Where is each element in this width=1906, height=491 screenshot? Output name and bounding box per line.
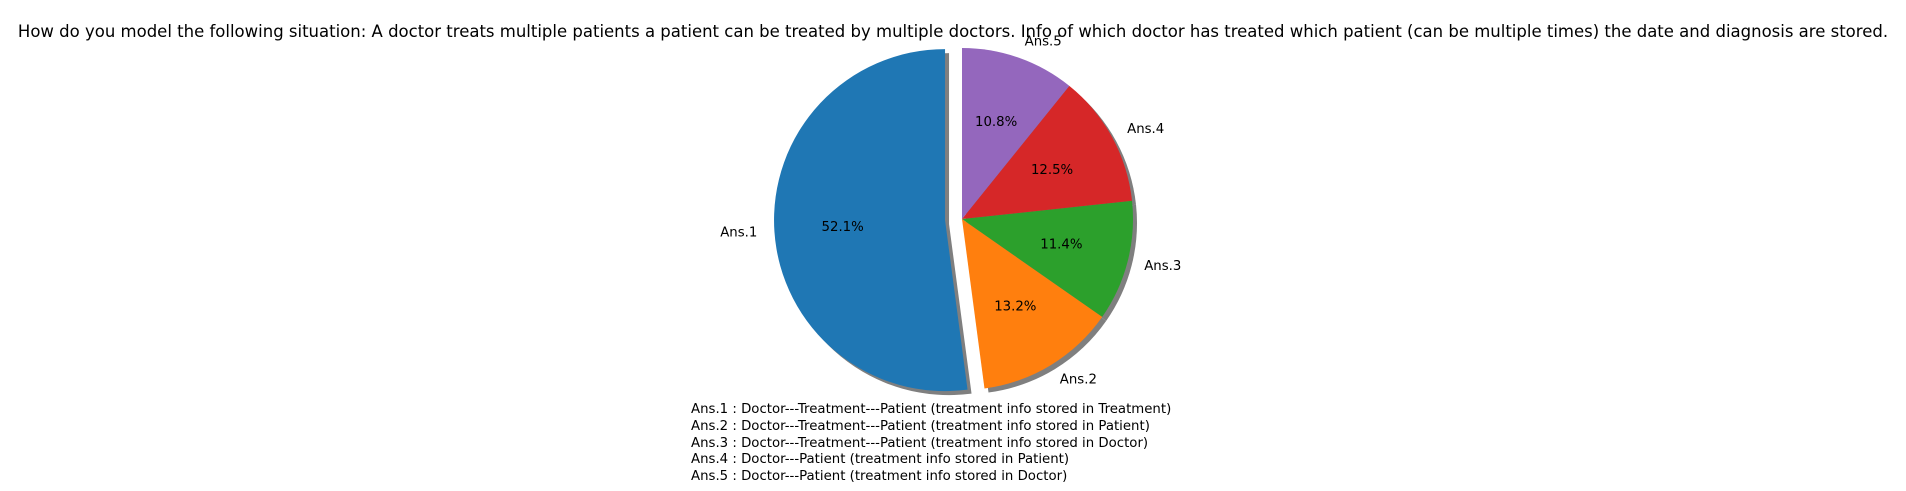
- pie-category-label-3: Ans.3: [1144, 259, 1181, 274]
- pie-percent-label-5: 10.8%: [975, 115, 1017, 130]
- pie-percent-label-2: 13.2%: [994, 300, 1036, 315]
- pie-slice-2: [962, 219, 1103, 389]
- answer-note-1: Ans.1 : Doctor---Treatment---Patient (tr…: [691, 402, 1172, 417]
- pie-category-label-5: Ans.5: [1025, 35, 1062, 50]
- pie-category-label-1: Ans.1: [720, 226, 757, 241]
- answer-note-4: Ans.4 : Doctor---Patient (treatment info…: [691, 452, 1070, 468]
- answer-note-3: Ans.3 : Doctor---Treatment---Patient (tr…: [691, 435, 1149, 451]
- answer-note-5: Ans.5 : Doctor---Patient (treatment info…: [691, 469, 1068, 485]
- pie-category-label-4: Ans.4: [1127, 122, 1164, 137]
- pie-slice-layer: [774, 48, 1133, 392]
- pie-label-layer: Ans.1 52.1% Ans.2 13.2% Ans.3 11.4% Ans.4 12.5%…: [720, 35, 1181, 388]
- pie-slice-5: [962, 48, 1070, 219]
- pie-percent-label-4: 12.5%: [1031, 163, 1073, 178]
- pie-slice-4: [962, 85, 1133, 219]
- pie-slice-1: [774, 49, 968, 392]
- pie-category-label-2: Ans.2: [1060, 373, 1097, 388]
- pie-percent-label-3: 11.4%: [1040, 238, 1082, 253]
- answer-notes: Ans.1 : Doctor---Treatment---Patient (tr…: [691, 402, 1171, 486]
- pie-percent-label-1: 52.1%: [822, 220, 864, 235]
- chart-title: How do you model the following situation…: [17, 22, 1889, 41]
- pie-slice-3: [962, 200, 1133, 317]
- answer-note-2: Ans.2 : Doctor---Treatment---Patient (tr…: [691, 418, 1150, 434]
